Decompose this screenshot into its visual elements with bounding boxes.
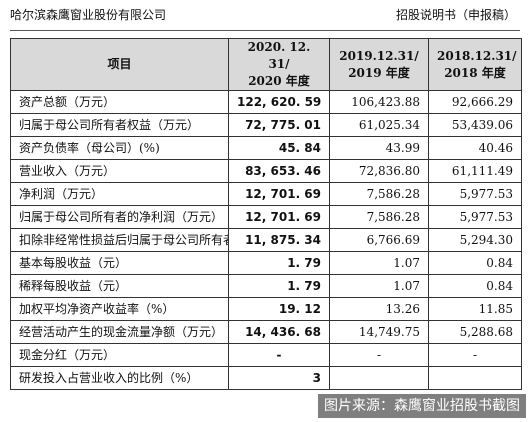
cell-2019: 7,586.28 bbox=[329, 205, 429, 229]
table-row: 资产总额（万元） 122, 620. 59 106,423.88 92,666.29 bbox=[10, 90, 522, 114]
cell-2020: 12, 701. 69 bbox=[228, 182, 330, 206]
page-header: 哈尔滨森鹰窗业股份有限公司 招股说明书（申报稿） bbox=[10, 0, 520, 31]
cell-item: 资产总额（万元） bbox=[10, 90, 229, 114]
cell-2019: 13.26 bbox=[329, 297, 429, 321]
table-row: 归属于母公司所有者权益（万元） 72, 775. 01 61,025.34 53,43… bbox=[10, 113, 522, 137]
cell-2018: 5,288.68 bbox=[428, 320, 522, 344]
cell-2020: 11, 875. 34 bbox=[228, 228, 330, 252]
table-row: 归属于母公司所有者的净利润（万元） 12, 701. 69 7,586.28 5,97… bbox=[10, 205, 522, 229]
cell-item: 研发投入占营业收入的比例（%） bbox=[10, 366, 229, 390]
cell-item: 加权平均净资产收益率（%） bbox=[10, 297, 229, 321]
cell-2019: 61,025.34 bbox=[329, 113, 429, 137]
column-header-2019: 2019.12.31/2019 年度 bbox=[329, 38, 429, 91]
cell-2018: 5,294.30 bbox=[428, 228, 522, 252]
cell-2018: 5,977.53 bbox=[428, 182, 522, 206]
cell-item: 基本每股收益（元） bbox=[10, 251, 229, 275]
table-row: 研发投入占营业收入的比例（%） 3 bbox=[10, 366, 522, 390]
column-header-2020: 2020. 12. 31/2020 年度 bbox=[228, 38, 330, 91]
table-header-row: 项目 2020. 12. 31/2020 年度 2019.12.31/2019 … bbox=[10, 38, 522, 91]
cell-2020: 3 bbox=[228, 366, 330, 390]
table-row: 现金分红（万元） - - - bbox=[10, 343, 522, 367]
cell-2018: 0.84 bbox=[428, 251, 522, 275]
cell-2019: 106,423.88 bbox=[329, 90, 429, 114]
cell-2019: 6,766.69 bbox=[329, 228, 429, 252]
table-row: 经营活动产生的现金流量净额（万元） 14, 436. 68 14,749.75 5,2… bbox=[10, 320, 522, 344]
cell-item: 归属于母公司所有者权益（万元） bbox=[10, 113, 229, 137]
cell-2020: 45. 84 bbox=[228, 136, 330, 160]
table-row: 扣除非经常性损益后归属于母公司所有者的净利润（万元）11, 875. 346,7… bbox=[10, 228, 522, 252]
cell-2020: 72, 775. 01 bbox=[228, 113, 330, 137]
table-row: 资产负债率（母公司）(%) 45. 84 43.99 40.46 bbox=[10, 136, 522, 160]
cell-2018: 40.46 bbox=[428, 136, 522, 160]
cell-2019 bbox=[329, 366, 429, 390]
cell-item: 扣除非经常性损益后归属于母公司所有者的净利润（万元） bbox=[10, 228, 229, 252]
cell-2020: 83, 653. 46 bbox=[228, 159, 330, 183]
cell-2018: 61,111.49 bbox=[428, 159, 522, 183]
source-watermark: 图片来源：森鹰窗业招股书截图 bbox=[318, 394, 526, 418]
table-row: 营业收入（万元） 83, 653. 46 72,836.80 61,111.49 bbox=[10, 159, 522, 183]
company-name: 哈尔滨森鹰窗业股份有限公司 bbox=[10, 8, 167, 22]
cell-2018: 5,977.53 bbox=[428, 205, 522, 229]
cell-2019: 43.99 bbox=[329, 136, 429, 160]
cell-item: 净利润（万元） bbox=[10, 182, 229, 206]
cell-2020: 14, 436. 68 bbox=[228, 320, 330, 344]
cell-item: 现金分红（万元） bbox=[10, 343, 229, 367]
cell-2020: - bbox=[228, 343, 330, 367]
cell-2019: 1.07 bbox=[329, 274, 429, 298]
column-header-2018: 2018.12.31/2018 年度 bbox=[428, 38, 522, 91]
cell-item: 稀释每股收益（元） bbox=[10, 274, 229, 298]
table-row: 加权平均净资产收益率（%） 19. 12 13.26 11.85 bbox=[10, 297, 522, 321]
cell-2019: 7,586.28 bbox=[329, 182, 429, 206]
cell-item: 营业收入（万元） bbox=[10, 159, 229, 183]
cell-2020: 122, 620. 59 bbox=[228, 90, 330, 114]
cell-2019: 72,836.80 bbox=[329, 159, 429, 183]
cell-2020: 12, 701. 69 bbox=[228, 205, 330, 229]
cell-2020: 1. 79 bbox=[228, 251, 330, 275]
cell-2019: - bbox=[329, 343, 429, 367]
cell-item: 资产负债率（母公司）(%) bbox=[10, 136, 229, 160]
financial-summary-table: 项目 2020. 12. 31/2020 年度 2019.12.31/2019 … bbox=[10, 38, 522, 390]
cell-item: 归属于母公司所有者的净利润（万元） bbox=[10, 205, 229, 229]
cell-2018: - bbox=[428, 343, 522, 367]
table-row: 净利润（万元） 12, 701. 69 7,586.28 5,977.53 bbox=[10, 182, 522, 206]
cell-2018: 92,666.29 bbox=[428, 90, 522, 114]
cell-2019: 14,749.75 bbox=[329, 320, 429, 344]
table-row: 稀释每股收益（元） 1. 79 1.07 0.84 bbox=[10, 274, 522, 298]
cell-2019: 1.07 bbox=[329, 251, 429, 275]
cell-2020: 19. 12 bbox=[228, 297, 330, 321]
document-title: 招股说明书（申报稿） bbox=[395, 8, 516, 22]
cell-item: 经营活动产生的现金流量净额（万元） bbox=[10, 320, 229, 344]
column-header-item: 项目 bbox=[10, 38, 229, 91]
cell-2020: 1. 79 bbox=[228, 274, 330, 298]
table-row: 基本每股收益（元） 1. 79 1.07 0.84 bbox=[10, 251, 522, 275]
cell-2018: 0.84 bbox=[428, 274, 522, 298]
cell-2018: 11.85 bbox=[428, 297, 522, 321]
cell-2018 bbox=[428, 366, 522, 390]
cell-2018: 53,439.06 bbox=[428, 113, 522, 137]
